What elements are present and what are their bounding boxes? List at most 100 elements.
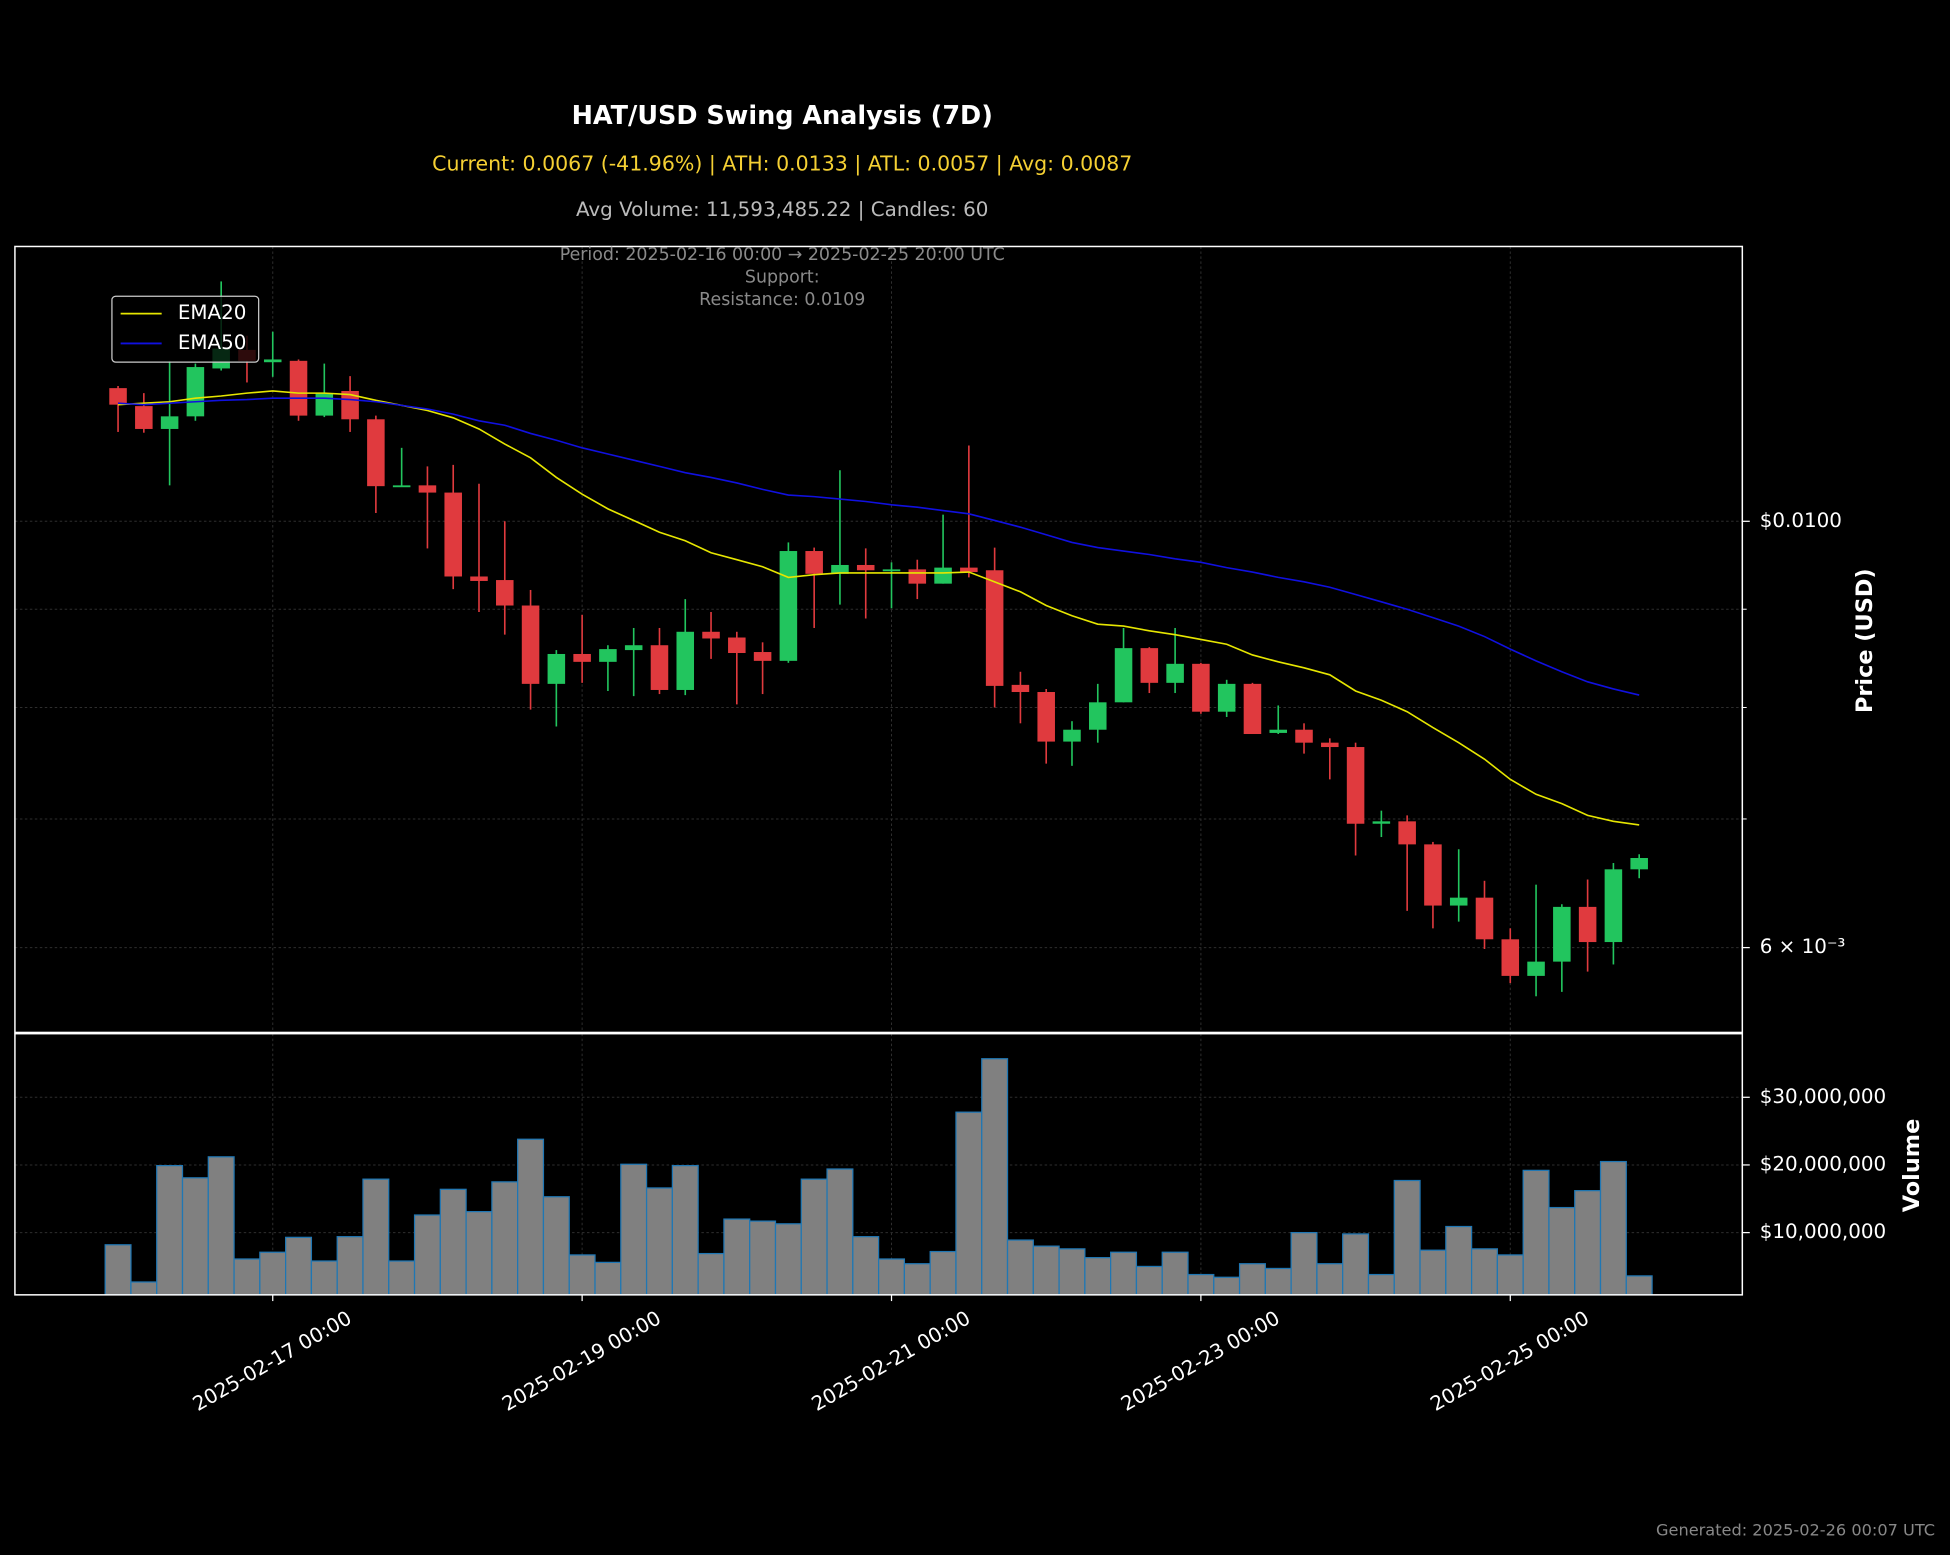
volume-bar [388, 1260, 416, 1296]
candle-body [573, 653, 591, 662]
candle-body [1063, 729, 1081, 742]
volume-bar [1290, 1231, 1318, 1296]
volume-frame [14, 1032, 1744, 1296]
candle-body [289, 360, 308, 416]
candle-body [1114, 648, 1133, 703]
volume-bar [645, 1187, 673, 1296]
candle-body [1243, 683, 1262, 735]
volume-bar [749, 1220, 777, 1296]
volume-bar [774, 1223, 802, 1296]
candle-body [1475, 897, 1494, 940]
volume-bar [130, 1281, 158, 1296]
candle-body [908, 569, 927, 584]
volume-bar [1238, 1263, 1266, 1296]
candle-body [547, 653, 566, 684]
candle-body [934, 567, 952, 584]
candle-body [1192, 663, 1210, 712]
candle-body [263, 359, 282, 363]
candle-body [341, 390, 359, 420]
candle-body [882, 569, 901, 572]
candle-body [650, 645, 669, 690]
volume-bar [1342, 1233, 1370, 1296]
volume-bar [1213, 1276, 1241, 1296]
volume-bar [207, 1156, 235, 1296]
candle-body [135, 406, 153, 429]
legend-label: EMA50 [178, 331, 247, 354]
volume-bar [1470, 1248, 1499, 1296]
candle-body [831, 564, 849, 574]
volume-bar [1316, 1263, 1344, 1296]
volume-bar [1084, 1257, 1112, 1296]
candle-body [1269, 729, 1288, 733]
volume-bar [465, 1211, 493, 1296]
volume-bar [1419, 1249, 1447, 1296]
candle-body [702, 631, 720, 639]
y-axis-label: Price (USD) [1852, 568, 1878, 713]
volume-bar [1548, 1206, 1576, 1296]
candle-body [1346, 747, 1365, 824]
volume-bar [1574, 1190, 1602, 1296]
candle-body [985, 570, 1004, 686]
ema-line [118, 390, 1640, 826]
legend-label: EMA20 [178, 301, 247, 324]
volume-bar [491, 1181, 519, 1296]
y-tick-label: 6 × 10⁻³ [1760, 935, 1846, 958]
candle-body [779, 551, 798, 661]
volume-bar [800, 1178, 828, 1296]
volume-bar [568, 1254, 596, 1296]
y-tick-label: $20,000,000 [1760, 1152, 1886, 1175]
volume-axis-label: Volume [1899, 1119, 1925, 1213]
volume-bar [852, 1236, 880, 1296]
volume-bar [259, 1251, 287, 1296]
candle-body [1553, 906, 1571, 962]
candle-body [315, 393, 334, 416]
candle-body [728, 637, 746, 654]
candle-body [470, 576, 488, 581]
volume-bar [1496, 1254, 1524, 1296]
y-tick-label: $0.0100 [1760, 509, 1842, 532]
candle-body [1321, 742, 1339, 748]
candle-body [1527, 961, 1545, 976]
candle-body [1166, 663, 1184, 683]
volume-bar [1599, 1160, 1627, 1296]
volume-bar [1058, 1248, 1086, 1296]
candle-body [1424, 844, 1442, 906]
volume-bar [1522, 1169, 1550, 1296]
volume-bar [620, 1163, 648, 1296]
volume-bar [542, 1196, 570, 1296]
volume-bar [981, 1058, 1009, 1296]
volume-bar [1161, 1251, 1189, 1296]
candle-body [805, 551, 823, 574]
candle-body [1140, 648, 1159, 683]
ema-line [118, 397, 1640, 696]
volume-bar [594, 1261, 622, 1296]
candle-body [1011, 684, 1030, 693]
volume-bar [1393, 1179, 1421, 1296]
volume-bar [1187, 1273, 1215, 1296]
candle-body [186, 367, 205, 417]
candle-body [418, 485, 437, 493]
volume-bar [903, 1263, 931, 1296]
marks [104, 281, 1653, 1296]
candle-body [1398, 821, 1416, 845]
y-tick-label: $10,000,000 [1760, 1220, 1886, 1243]
volume-bar [1367, 1273, 1395, 1296]
chart-subtitle: Current: 0.0067 (-41.96%) | ATH: 0.0133 … [432, 151, 1132, 176]
volume-bar [877, 1258, 906, 1296]
candle-body [1630, 858, 1648, 870]
candle-body [1578, 906, 1597, 943]
volume-bar [310, 1260, 338, 1296]
candle-body [960, 567, 978, 573]
volume-bar [285, 1236, 313, 1296]
candle-body [1501, 939, 1520, 976]
candle-body [856, 564, 875, 571]
volume-bar [233, 1258, 261, 1296]
annotation: Resistance: 0.0109 [699, 290, 865, 310]
candle-body [367, 419, 385, 487]
candle-body [1217, 683, 1236, 712]
candle-body [676, 631, 695, 690]
candle-body [624, 645, 643, 651]
price-frame [14, 245, 1744, 1034]
